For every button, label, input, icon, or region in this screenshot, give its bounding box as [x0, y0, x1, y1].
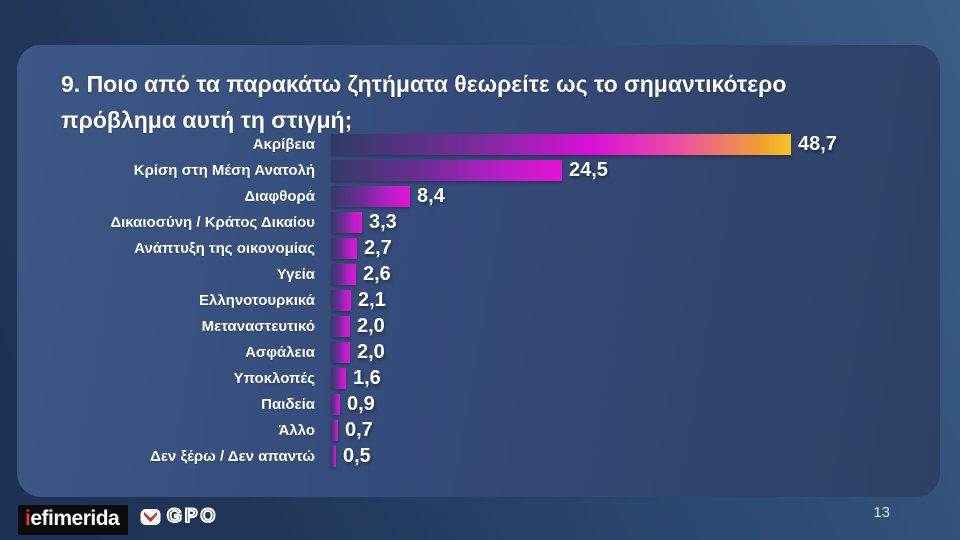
chart-row: Δικαιοσύνη / Κράτος Δικαίου 3,3	[17, 209, 940, 235]
value-label: 0,5	[343, 444, 371, 467]
chart-row: Ακρίβεια 48,7	[17, 131, 940, 157]
category-label: Δικαιοσύνη / Κράτος Δικαίου	[110, 213, 315, 231]
bar-area: 2,6	[331, 261, 940, 287]
category-label: Υποκλοπές	[233, 369, 315, 387]
category-label: Κρίση στη Μέση Ανατολή	[133, 161, 315, 179]
bar-area: 0,7	[331, 417, 940, 443]
iefimerida-logo-text: efimerida	[30, 507, 120, 530]
chart-row: Κρίση στη Μέση Ανατολή 24,5	[17, 157, 940, 183]
bar-area: 2,7	[331, 235, 940, 261]
bar	[331, 341, 350, 363]
bar	[331, 367, 346, 389]
category-label: Ακρίβεια	[252, 135, 315, 153]
chart-row: Δεν ξέρω / Δεν απαντώ 0,5	[17, 443, 940, 469]
category-label: Δεν ξέρω / Δεν απαντώ	[150, 447, 315, 465]
value-label: 3,3	[369, 210, 397, 233]
bar-area: 0,9	[331, 391, 940, 417]
category-label: Διαφθορά	[244, 187, 315, 205]
value-label: 1,6	[353, 366, 381, 389]
bar-area: 2,0	[331, 313, 940, 339]
bar-chart: Ακρίβεια 48,7 Κρίση στη Μέση Ανατολή 24,…	[17, 131, 940, 469]
category-label: Μεταναστευτικό	[201, 317, 315, 335]
gpo-logo: GPO	[140, 506, 219, 527]
bar-area: 0,5	[331, 443, 940, 469]
footer: iefimerida GPO 13	[0, 497, 960, 540]
category-label: Παιδεία	[261, 395, 315, 413]
chart-row: Άλλο 0,7	[17, 417, 940, 443]
category-label: Άλλο	[278, 421, 316, 439]
chart-row: Ελληνοτουρκικά 2,1	[17, 287, 940, 313]
bar	[331, 159, 562, 181]
value-label: 2,6	[363, 262, 391, 285]
chart-row: Υποκλοπές 1,6	[17, 365, 940, 391]
value-label: 0,9	[347, 392, 375, 415]
gpo-logo-text: GPO	[166, 506, 219, 527]
value-label: 48,7	[798, 132, 837, 155]
value-label: 24,5	[569, 158, 608, 181]
bar	[331, 185, 410, 207]
bar	[331, 315, 350, 337]
value-label: 2,0	[357, 314, 385, 337]
gpo-chevron-icon	[140, 508, 161, 526]
bar	[331, 133, 791, 155]
bar-area: 3,3	[331, 209, 940, 235]
category-label: Υγεία	[276, 265, 315, 283]
bar	[331, 211, 362, 233]
bar-area: 48,7	[331, 131, 940, 157]
bar	[331, 419, 338, 441]
iefimerida-logo: iefimerida	[18, 505, 129, 535]
bar-area: 24,5	[331, 157, 940, 183]
bar-area: 2,0	[331, 339, 940, 365]
slide-title: 9. Ποιο από τα παρακάτω ζητήματα θεωρείτ…	[61, 71, 787, 133]
chart-row: Ανάπτυξη της οικονομίας 2,7	[17, 235, 940, 261]
bar-area: 1,6	[331, 365, 940, 391]
chart-row: Διαφθορά 8,4	[17, 183, 940, 209]
category-label: Ελληνοτουρκικά	[198, 291, 315, 309]
bar	[331, 237, 357, 259]
chart-row: Παιδεία 0,9	[17, 391, 940, 417]
chart-row: Υγεία 2,6	[17, 261, 940, 287]
bar-area: 8,4	[331, 183, 940, 209]
bar	[331, 289, 351, 311]
value-label: 2,0	[357, 340, 385, 363]
bar	[331, 263, 356, 285]
value-label: 2,1	[358, 288, 386, 311]
chart-row: Μεταναστευτικό 2,0	[17, 313, 940, 339]
value-label: 0,7	[345, 418, 373, 441]
slide-card: 9. Ποιο από τα παρακάτω ζητήματα θεωρείτ…	[17, 45, 940, 497]
category-label: Ανάπτυξη της οικονομίας	[134, 239, 315, 257]
chart-row: Ασφάλεια 2,0	[17, 339, 940, 365]
category-label: Ασφάλεια	[245, 343, 315, 361]
bar	[331, 393, 340, 415]
value-label: 8,4	[417, 184, 445, 207]
iefimerida-logo-i: i	[25, 507, 31, 530]
value-label: 2,7	[364, 236, 392, 259]
bar	[331, 445, 336, 467]
page-number: 13	[873, 504, 890, 521]
bar-area: 2,1	[331, 287, 940, 313]
